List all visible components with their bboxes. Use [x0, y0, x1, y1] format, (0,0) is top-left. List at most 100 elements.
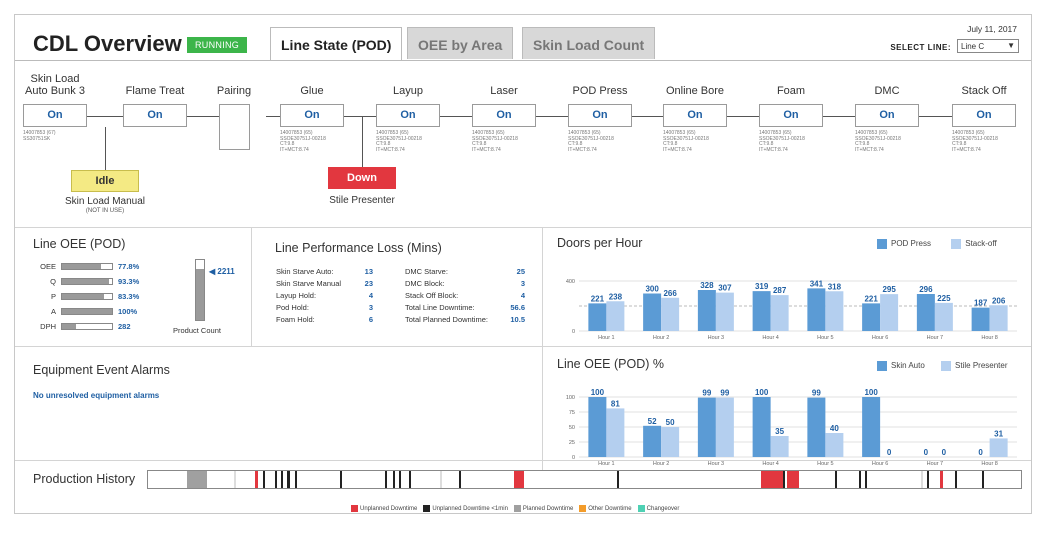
history-legend-item: Planned Downtime — [513, 504, 574, 512]
station-state-button[interactable]: On — [376, 104, 440, 127]
history-legend-label: Other Downtime — [588, 506, 632, 512]
bar-value-label: 100 — [864, 388, 878, 397]
station-info: 14007853 (65) SSOE30751J-00218 CT:9.8 IT… — [759, 130, 805, 153]
perf-loss-value: 56.6 — [510, 303, 525, 312]
timeline-segment — [761, 471, 783, 488]
select-line-dropdown[interactable]: Line C ▼ — [957, 39, 1019, 53]
legend-swatch — [877, 361, 887, 371]
timeline-segment — [982, 471, 984, 488]
tab-oee-by-area[interactable]: OEE by Area — [407, 27, 514, 59]
skin-load-manual-state[interactable]: Idle — [71, 170, 139, 192]
y-tick-label: 0 — [572, 455, 575, 461]
header-divider — [15, 60, 1031, 61]
flow-connector — [344, 116, 376, 117]
bar-stack-off — [989, 305, 1008, 331]
station-state-button[interactable]: On — [472, 104, 536, 127]
timeline-segment — [281, 471, 283, 488]
bar-value-label: 295 — [882, 285, 896, 294]
oee-row-fill — [62, 309, 112, 314]
flow-connector — [87, 116, 123, 117]
station-state-button[interactable]: On — [280, 104, 344, 127]
station-state-button[interactable]: On — [23, 104, 87, 127]
product-count-gauge — [195, 259, 205, 321]
station-info: 14007853 (65) SSOE30751J-00218 CT:9.8 IT… — [855, 130, 901, 153]
station-info: 14007853 (65) SSOE30751J-00218 CT:9.8 IT… — [376, 130, 422, 153]
oee-row-fill — [62, 279, 109, 284]
x-tick-label: Hour 5 — [817, 335, 834, 341]
timeline-segment — [393, 471, 395, 488]
production-history-timeline[interactable] — [147, 470, 1022, 490]
legend-swatch — [941, 361, 952, 371]
bar-value-label: 206 — [992, 296, 1006, 305]
select-line-value: Line C — [961, 42, 985, 51]
bar-skin-auto — [862, 397, 881, 457]
bar-value-label: 300 — [645, 285, 659, 294]
oee-row-bar — [61, 263, 113, 270]
timeline-segment — [459, 471, 461, 488]
station-pairing-box[interactable] — [219, 104, 250, 150]
skin-load-manual-note: (NOT IN USE) — [85, 208, 125, 214]
timeline-segment — [340, 471, 342, 488]
x-tick-label: Hour 2 — [653, 335, 670, 341]
station-state-button[interactable]: On — [663, 104, 727, 127]
bar-value-label: 0 — [887, 448, 892, 457]
tab-skin-load-count[interactable]: Skin Load Count — [522, 27, 656, 59]
bar-value-label: 341 — [810, 279, 824, 288]
bar-skin-auto — [643, 425, 662, 457]
bar-stack-off — [934, 302, 953, 331]
timeline-segment — [275, 471, 277, 488]
bar-value-label: 40 — [830, 424, 839, 433]
bar-stile-presenter — [606, 408, 625, 457]
bar-pod-press — [916, 294, 935, 331]
station-state-button[interactable]: On — [759, 104, 823, 127]
perf-loss-value: 25 — [516, 267, 525, 276]
oee-row-bar — [61, 278, 113, 285]
perf-loss-value: 13 — [364, 267, 373, 276]
timeline-segment — [783, 471, 785, 488]
skin-load-manual-name: Skin Load Manual — [64, 196, 146, 207]
station-state-button[interactable]: On — [952, 104, 1016, 127]
doors-legend: POD Press Stack-off — [877, 239, 997, 249]
oee-row-value: 77.8% — [118, 262, 140, 271]
timeline-segment — [287, 471, 290, 488]
oee-row-bar — [61, 293, 113, 300]
timeline-segment — [263, 471, 265, 488]
x-tick-label: Hour 8 — [981, 335, 998, 341]
history-legend-label: Planned Downtime — [522, 506, 574, 512]
bar-stile-presenter — [661, 427, 680, 457]
production-history-title: Production History — [33, 472, 136, 486]
legend-swatch — [423, 504, 431, 512]
x-tick-label: Hour 1 — [598, 335, 615, 341]
bar-value-label: 100 — [755, 388, 769, 397]
production-history-legend: Unplanned Downtime Unplanned Downtime <1m… — [351, 497, 685, 515]
performance-loss-title: Line Performance Loss (Mins) — [275, 241, 442, 255]
bar-stack-off — [825, 291, 844, 331]
station-state-button[interactable]: On — [568, 104, 632, 127]
station-info: 14007853 (65) SSOE30751J-00218 CT:9.8 IT… — [472, 130, 518, 153]
flow-connector — [362, 116, 363, 169]
bar-value-label: 296 — [919, 285, 933, 294]
bar-value-label: 187 — [974, 299, 988, 308]
timeline-segment — [859, 471, 861, 488]
line-oee-chart-title: Line OEE (POD) % — [557, 357, 664, 371]
product-count-fill — [196, 269, 204, 320]
perf-loss-label: DMC Block: — [405, 279, 445, 288]
tab-line-state[interactable]: Line State (POD) — [270, 27, 403, 61]
history-legend-label: Changeover — [646, 506, 680, 512]
x-tick-label: Hour 7 — [927, 461, 944, 467]
doors-per-hour-chart: 0 400 221 238 Hour 1 300 266 Hour 2 328 307 Hour 3… — [566, 279, 1017, 341]
station-state-button[interactable]: On — [123, 104, 187, 127]
oee-row-label: A — [50, 307, 56, 316]
stile-presenter-state[interactable]: Down — [328, 167, 396, 189]
bar-value-label: 99 — [812, 389, 821, 398]
bar-value-label: 319 — [755, 282, 769, 291]
section-divider — [15, 460, 1031, 461]
history-legend-label: Unplanned Downtime <1min — [432, 506, 508, 512]
bar-value-label: 99 — [720, 389, 729, 398]
station-state-button[interactable]: On — [855, 104, 919, 127]
date-label: July 11, 2017 — [967, 24, 1017, 34]
bar-value-label: 35 — [775, 427, 784, 436]
timeline-segment — [255, 471, 258, 488]
dashboard-frame: CDL Overview RUNNING Line State (POD) OE… — [14, 14, 1032, 514]
bar-value-label: 238 — [609, 292, 623, 301]
